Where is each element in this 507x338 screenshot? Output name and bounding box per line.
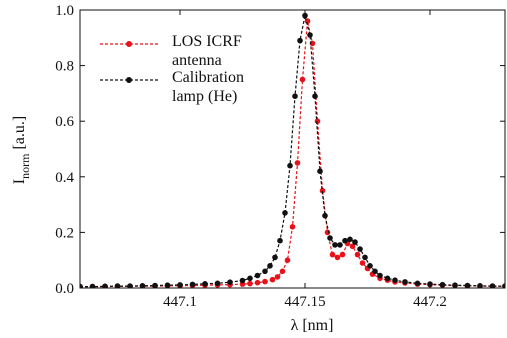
data-point: [317, 168, 323, 174]
data-point: [164, 282, 171, 288]
ticks-layer: 447.1 447.15 447.2 0.0 0.2 0.4 0.6 0.8 1.0: [55, 3, 505, 310]
y-tick-label: 0.4: [55, 170, 74, 186]
data-point: [359, 260, 366, 266]
series-line: [80, 15, 505, 288]
data-point: [464, 282, 471, 288]
data-point: [319, 187, 326, 194]
data-point: [272, 254, 278, 261]
data-point: [274, 274, 281, 280]
data-point: [362, 254, 368, 261]
data-point: [289, 224, 296, 230]
data-point: [324, 229, 331, 236]
data-point: [297, 37, 303, 44]
data-point: [254, 272, 261, 279]
data-point: [114, 283, 121, 288]
y-tick-label: 0.8: [55, 59, 74, 75]
series-layer: [80, 12, 505, 288]
y-tick-label: 0.0: [55, 281, 74, 297]
data-point: [332, 242, 338, 248]
data-point: [80, 283, 83, 288]
data-point: [337, 242, 343, 248]
data-point: [262, 278, 268, 285]
legend-label: lamp (He): [172, 88, 237, 105]
data-point: [392, 277, 398, 284]
data-point: [279, 268, 286, 275]
data-point: [452, 282, 458, 288]
legend-label: antenna: [172, 52, 222, 69]
data-point: [299, 76, 306, 83]
data-point: [377, 272, 383, 279]
legend-label: LOS ICRF: [172, 33, 242, 50]
data-point: [267, 263, 273, 269]
data-point: [354, 251, 361, 258]
data-point: [314, 118, 321, 124]
x-tick-label: 447.1: [163, 294, 197, 310]
data-point: [339, 251, 346, 258]
data-point: [367, 263, 373, 269]
data-point: [214, 280, 221, 287]
data-point: [334, 254, 341, 261]
data-point: [307, 32, 313, 38]
series-calibration-lamp: [80, 12, 505, 288]
y-axis-label-main: I: [11, 179, 28, 184]
series-los-icrf-antenna: [80, 18, 505, 288]
legend-swatch-marker: [126, 41, 132, 47]
data-point: [312, 93, 318, 99]
data-point: [189, 281, 196, 288]
data-point: [342, 237, 348, 244]
y-axis-label-sub: norm: [18, 153, 32, 179]
y-axis-label: Inorm [a.u.]: [11, 116, 32, 184]
data-point: [227, 279, 233, 286]
plot-frame: [79, 9, 506, 289]
data-point: [247, 275, 253, 282]
data-point: [89, 283, 96, 288]
data-point: [102, 283, 108, 288]
data-point: [277, 237, 283, 244]
legend-item: Calibration lamp (He): [100, 69, 244, 105]
data-point: [294, 160, 301, 166]
data-point: [282, 210, 288, 216]
data-point: [269, 276, 276, 283]
series-line: [80, 20, 505, 288]
data-point: [262, 268, 268, 275]
data-point: [372, 268, 378, 275]
x-axis-label: λ [nm]: [291, 317, 334, 334]
data-point: [489, 283, 496, 288]
legend-item: LOS ICRF antenna: [100, 33, 242, 69]
data-point: [322, 212, 328, 219]
data-point: [247, 280, 253, 287]
data-point: [352, 239, 358, 245]
data-point: [329, 251, 336, 258]
data-point: [402, 279, 408, 285]
data-point: [414, 280, 421, 287]
data-point: [349, 243, 356, 250]
x-tick-label: 447.2: [413, 294, 447, 310]
y-tick-label: 0.6: [55, 114, 74, 130]
x-tick-label: 447.15: [284, 294, 325, 310]
legend-swatch-marker: [126, 77, 132, 83]
data-point: [287, 162, 293, 169]
data-point: [384, 275, 391, 282]
data-point: [327, 235, 333, 241]
data-point: [477, 283, 483, 288]
legend-label: Calibration: [172, 69, 244, 86]
data-point: [254, 279, 261, 286]
data-point: [502, 283, 505, 288]
data-point: [357, 246, 363, 252]
data-point: [439, 281, 446, 288]
data-point: [284, 257, 291, 264]
data-point: [239, 277, 246, 284]
data-point: [152, 282, 158, 288]
data-point: [127, 283, 133, 288]
y-tick-label: 0.2: [55, 225, 74, 241]
y-tick-label: 1.0: [55, 3, 74, 19]
data-point: [302, 12, 308, 19]
data-point: [347, 236, 353, 243]
data-point: [202, 281, 208, 287]
data-point: [292, 93, 298, 99]
y-axis-label-unit: [a.u.]: [11, 116, 28, 154]
data-point: [139, 283, 146, 288]
